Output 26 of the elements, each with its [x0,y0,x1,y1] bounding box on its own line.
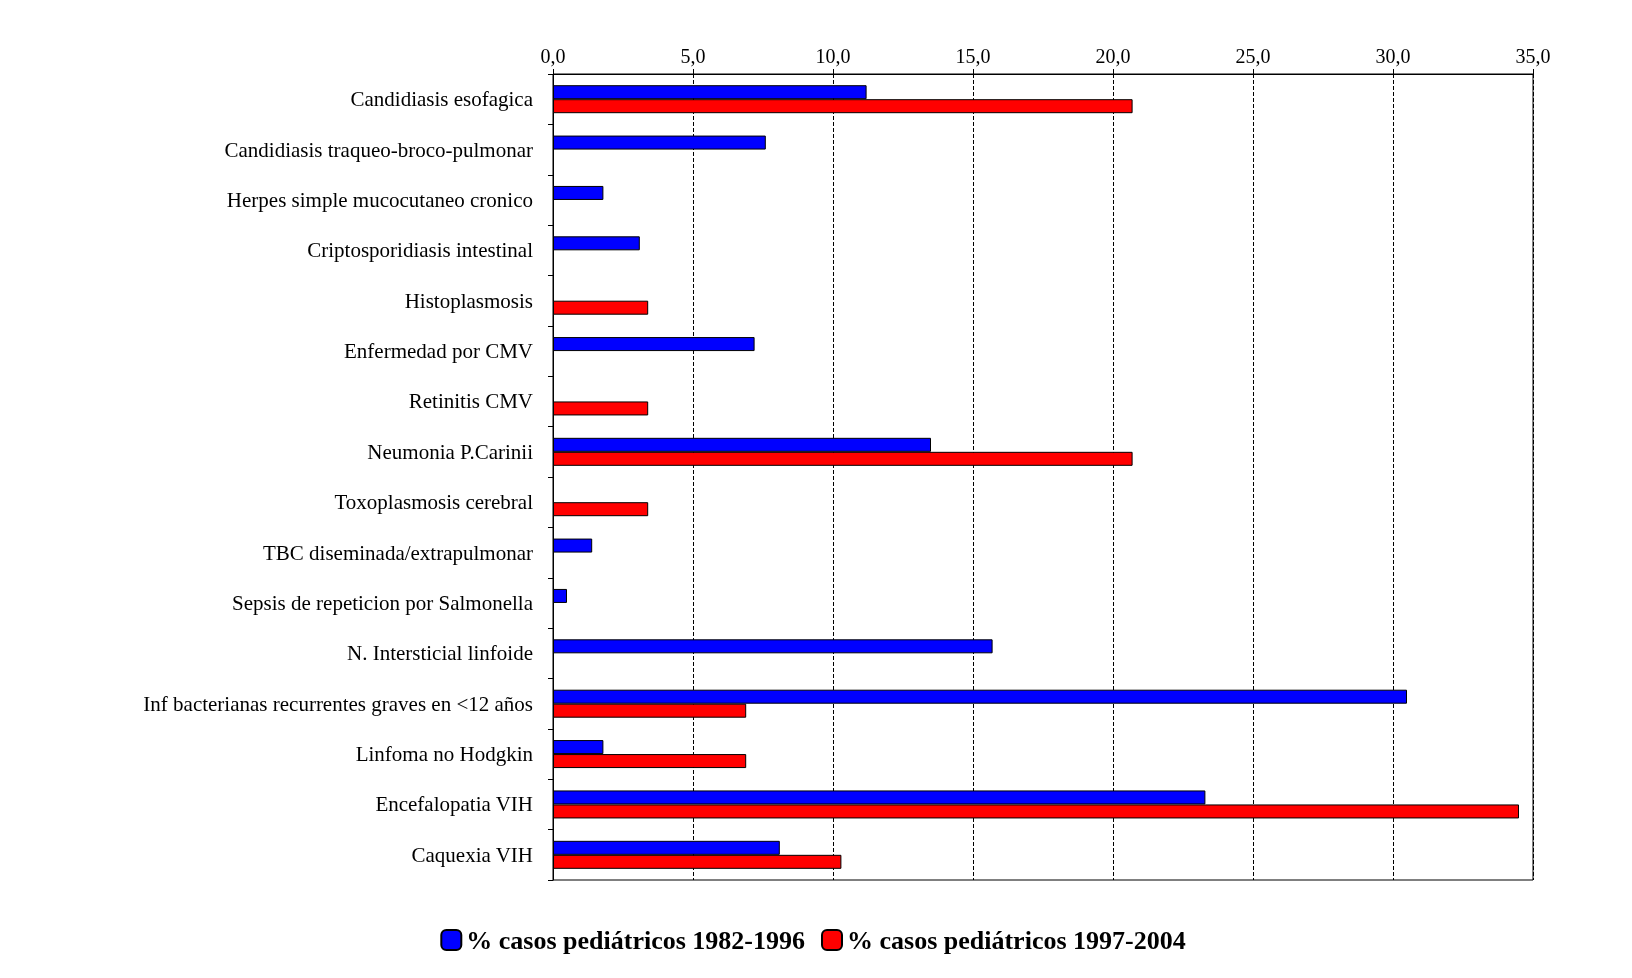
y-tick-label: Encefalopatia VIH [375,792,533,817]
y-tick-label: Herpes simple mucocutaneo cronico [226,187,533,212]
x-tick-label: 15,0 [955,45,991,67]
x-tick-label: 0,0 [540,45,566,67]
y-tick-label: Linfoma no Hodgkin [355,742,534,767]
y-tick-label: Caquexia VIH [411,842,533,867]
legend-label: % casos pediátricos 1982-1996 [466,925,805,955]
x-tick-label: 10,0 [815,45,851,67]
y-tick-label: Candidiasis esofagica [350,87,534,112]
y-tick-label: Histoplasmosis [404,288,533,313]
y-tick-label: Retinitis CMV [408,389,533,414]
y-tick-label: TBC diseminada/extrapulmonar [262,540,533,565]
y-tick-label: Inf bacterianas recurrentes graves en <12 años [143,691,533,716]
y-tick-label: N. Intersticial linfoide [346,641,533,666]
y-tick-label: Enfermedad por CMV [344,339,533,364]
legend-label: % casos pediátricos 1997-2004 [847,925,1186,955]
y-tick-label: Candidiasis traqueo-broco-pulmonar [224,137,534,162]
x-tick-label: 25,0 [1235,45,1271,67]
x-tick-label: 35,0 [1515,45,1551,67]
y-tick-label: Toxoplasmosis cerebral [334,490,534,515]
x-tick-label: 20,0 [1095,45,1131,67]
y-tick-label: Neumonia P.Carinii [367,439,534,464]
x-tick-label: 30,0 [1375,45,1411,67]
y-tick-label: Sepsis de repeticion por Salmonella [232,590,534,615]
y-tick-label: Criptosporidiasis intestinal [307,238,534,263]
x-tick-label: 5,0 [680,45,706,67]
